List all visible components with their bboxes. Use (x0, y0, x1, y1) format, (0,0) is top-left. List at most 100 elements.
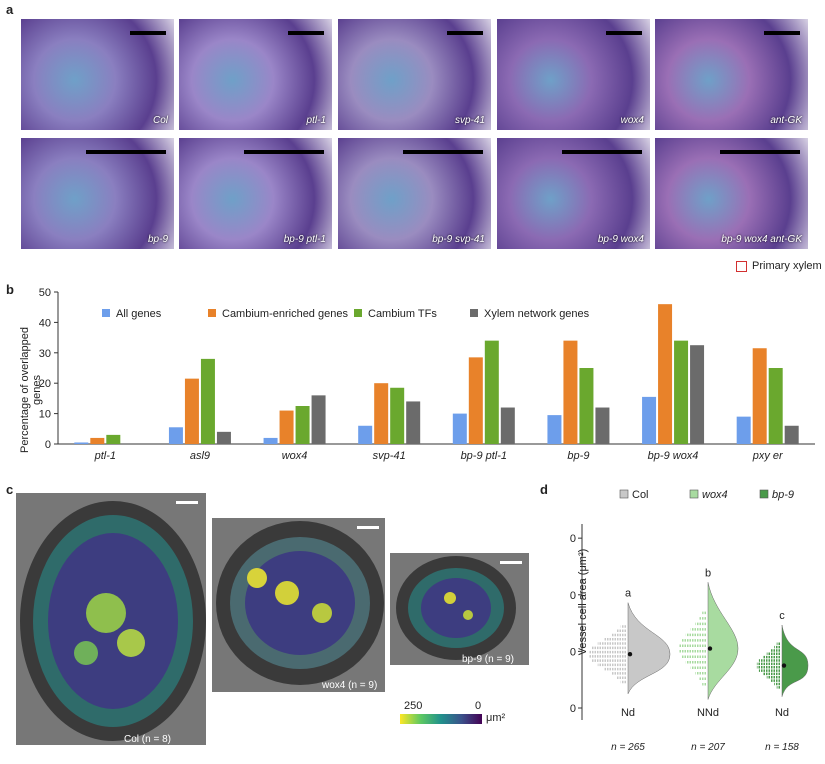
bar (784, 425, 799, 444)
bar (263, 437, 278, 444)
y-tick-label: 30 (39, 348, 51, 360)
micrograph-image (497, 138, 650, 249)
bar (674, 340, 689, 444)
bar (484, 340, 499, 444)
bar (768, 368, 783, 444)
vessel-area-violin-plot: 0 200 400 600 Col a Nd n = 265 wox4 b NNd n = 207 bp… (570, 489, 809, 753)
bar (106, 434, 121, 444)
primary-xylem-legend-label: Primary xylem (752, 260, 822, 272)
wox4-caption: wox4 (n = 9) (322, 680, 378, 691)
scale-bar (403, 150, 483, 154)
legend-label: Col (632, 489, 649, 501)
micrograph-image (497, 19, 650, 130)
micrograph-tile: wox4 (496, 18, 651, 131)
micrograph-label: ptl-1 (306, 115, 326, 126)
micrograph-label: ant-GK (770, 115, 802, 126)
bar (736, 416, 751, 444)
y-tick-label: 20 (39, 378, 51, 390)
y-tick-label: 200 (570, 646, 576, 658)
legend-label: bp-9 (772, 489, 794, 501)
bar (658, 304, 673, 444)
bar (374, 383, 389, 444)
bar (500, 407, 515, 444)
y-tick-label: 0 (570, 703, 576, 715)
scale-bar (288, 31, 324, 35)
bar (452, 413, 467, 444)
legend-swatch (470, 309, 478, 317)
area-colorbar (400, 714, 482, 724)
violin-half (781, 625, 809, 697)
bar (358, 425, 373, 444)
overlap-bar-chart: 0 10 20 30 40 50 ptl-1 asl9 wox4 svp-41 bp-9 ptl-1… (39, 287, 815, 462)
category-label: bp-9 (567, 450, 589, 462)
median-point (627, 652, 633, 657)
category-label: asl9 (190, 450, 210, 462)
legend-swatch (759, 489, 769, 499)
median-point (707, 646, 713, 651)
colorbar-unit: μm² (486, 712, 506, 724)
micrograph-label: bp-9 (147, 234, 168, 245)
panel-c-letter: c (6, 482, 14, 497)
micrograph-image (338, 19, 491, 130)
scale-bar (720, 150, 800, 154)
legend-swatch (619, 489, 629, 499)
scale-bar (130, 31, 166, 35)
significance-letter: c (779, 610, 785, 622)
y-tick-label: 50 (39, 287, 51, 299)
bar (311, 395, 326, 444)
sample-size-label: n = 265 (611, 742, 645, 753)
scale-bar (86, 150, 166, 154)
sample-size-label: n = 158 (765, 742, 799, 753)
micrograph-tile: bp-9 wox4 ant-GK (654, 137, 809, 250)
y-tick-label: 40 (39, 317, 51, 329)
micrograph-tile: ant-GK (654, 18, 809, 131)
y-tick-label: 0 (45, 439, 51, 451)
scale-bar (244, 150, 324, 154)
violin-half (707, 582, 739, 700)
primary-xylem-legend-swatch (736, 261, 747, 272)
micrograph-image (655, 19, 808, 130)
y-tick-label: 400 (570, 590, 576, 602)
panel-b-letter: b (6, 282, 14, 297)
micrograph-image (21, 138, 174, 249)
category-label: bp-9 ptl-1 (461, 450, 507, 462)
scale-bar (562, 150, 642, 154)
category-label: svp-41 (373, 450, 406, 462)
category-bottom-label: NNd (697, 707, 719, 719)
category-label: pxy er (752, 450, 784, 462)
bar (295, 406, 310, 444)
micrograph-tile: Col (20, 18, 175, 131)
micrograph-image (179, 138, 332, 249)
y-tick-label: 10 (39, 409, 51, 421)
bar (216, 431, 231, 444)
bp9-caption: bp-9 (n = 9) (462, 654, 514, 665)
micrograph-label: bp-9 wox4 ant-GK (721, 234, 802, 245)
legend-swatch (689, 489, 699, 499)
micrograph-image (179, 19, 332, 130)
micrograph-tile: bp-9 svp-41 (337, 137, 492, 250)
bar (595, 407, 610, 444)
micrograph-image (21, 19, 174, 130)
micrograph-label: svp-41 (454, 115, 485, 126)
col-caption: Col (n = 8) (124, 734, 171, 745)
micrograph-label: bp-9 ptl-1 (283, 234, 326, 245)
bar (390, 387, 405, 444)
legend-swatch (102, 309, 110, 317)
scale-bar (606, 31, 642, 35)
category-bottom-label: Nd (775, 707, 789, 719)
micrograph-image (655, 138, 808, 249)
bar (752, 348, 767, 444)
legend-swatch (208, 309, 216, 317)
bar (279, 410, 294, 444)
bar (406, 401, 421, 444)
significance-letter: b (705, 567, 711, 579)
bar (74, 442, 89, 444)
panel-d-letter: d (540, 482, 548, 497)
bar (200, 358, 215, 444)
bar (468, 357, 483, 444)
legend-label: All genes (116, 308, 162, 320)
bar (690, 345, 705, 444)
scale-bar (764, 31, 800, 35)
micrograph-tile: ptl-1 (178, 18, 333, 131)
legend-label: Xylem network genes (484, 308, 590, 320)
